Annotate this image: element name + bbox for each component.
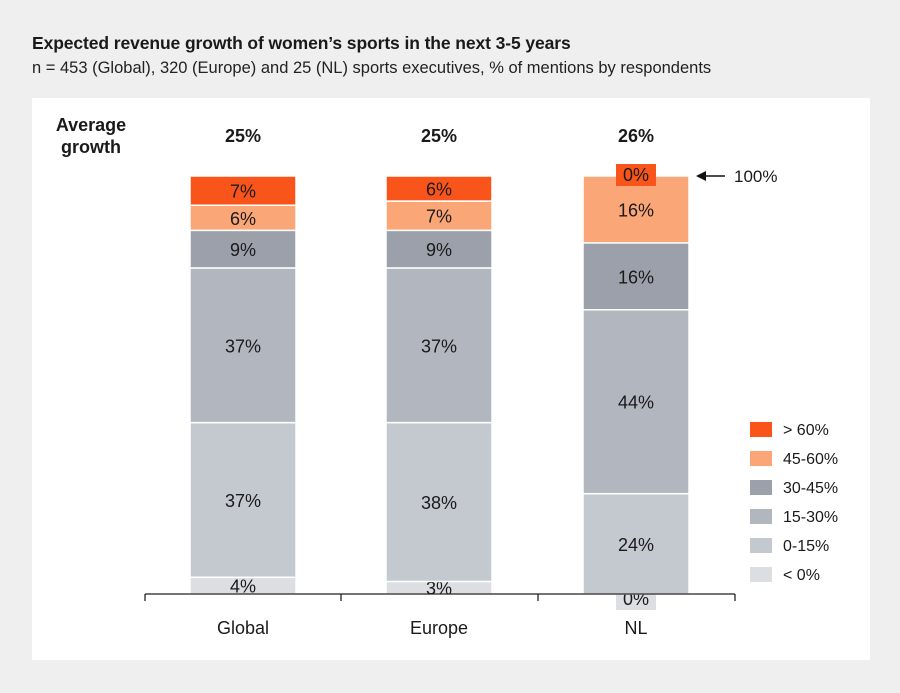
chart-panel: Average growth 25% 4% 37% 37% 9% 6% 7% Global 25% 3… [32, 98, 870, 660]
bar-segment-15-30pct [582, 309, 690, 495]
x-tick-label: Global [217, 618, 269, 638]
bar-segment-15-30pct [385, 267, 493, 424]
average-growth-label-line: Average [56, 115, 126, 135]
zero-label-patch [616, 164, 656, 186]
legend-label: 15-30% [783, 509, 838, 526]
annotation-label: 100% [734, 167, 777, 186]
data-label: 37% [225, 491, 261, 511]
data-label: 7% [230, 182, 256, 202]
bar-segment-45-60pct [385, 200, 493, 232]
data-label: 44% [618, 393, 654, 413]
data-label: 37% [225, 336, 261, 356]
data-label: 38% [421, 493, 457, 513]
data-label: 9% [230, 240, 256, 260]
bar-segment-30-45pct [582, 242, 690, 311]
data-label: 7% [426, 207, 452, 227]
bar-segment-0-15pct [189, 421, 297, 579]
chart-title: Expected revenue growth of women’s sport… [32, 33, 571, 53]
chart-subtitle: n = 453 (Global), 320 (Europe) and 25 (N… [32, 59, 712, 77]
legend-swatch-15-30pct [750, 509, 772, 524]
bar-segment-15-30pct [189, 267, 297, 424]
bar-segment-gt-60pct [385, 175, 493, 202]
data-label: 6% [426, 180, 452, 200]
bar-segment-30-45pct [385, 229, 493, 269]
average-growth-value: 25% [225, 126, 261, 146]
bar-segment-45-60pct [582, 175, 690, 244]
data-label: 6% [230, 209, 256, 229]
data-label: 16% [618, 267, 654, 287]
legend-label: 30-45% [783, 480, 838, 497]
legend-swatch-45-60pct [750, 451, 772, 466]
bar-segment-30-45pct [189, 229, 297, 269]
annotation-arrow-head [696, 171, 706, 181]
legend-swatch-0-15pct [750, 538, 772, 553]
legend-label: 45-60% [783, 451, 838, 468]
data-label: 37% [421, 336, 457, 356]
legend-swatch-30-45pct [750, 480, 772, 495]
average-growth-value: 26% [618, 126, 654, 146]
average-growth-value: 25% [421, 126, 457, 146]
data-label: 24% [618, 535, 654, 555]
data-label: 16% [618, 200, 654, 220]
legend-label: > 60% [783, 422, 829, 439]
bar-segment-0-15pct [385, 421, 493, 583]
bar-segment-gt-60pct [189, 175, 297, 207]
data-label: 0% [623, 165, 649, 185]
data-label: 9% [426, 240, 452, 260]
legend-swatch-gt-60pct [750, 422, 772, 437]
average-growth-label-line: growth [61, 137, 121, 157]
x-tick-label: Europe [410, 618, 468, 638]
x-tick-label: NL [624, 618, 647, 638]
data-label: 4% [230, 577, 256, 597]
legend-label: 0-15% [783, 538, 829, 555]
legend-label: < 0% [783, 567, 820, 584]
legend-swatch-lt-0pct [750, 567, 772, 582]
